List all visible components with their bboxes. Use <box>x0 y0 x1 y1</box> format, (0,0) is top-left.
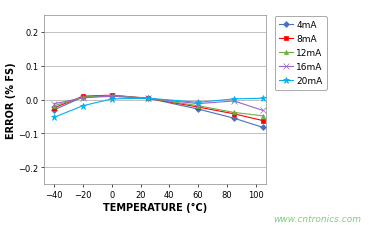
12mA <box>232 112 236 114</box>
Text: www.cntronics.com: www.cntronics.com <box>274 214 362 223</box>
Line: 4mA: 4mA <box>52 95 265 130</box>
4mA <box>196 108 200 111</box>
Line: 20mA: 20mA <box>51 95 266 121</box>
12mA <box>81 96 85 99</box>
20mA <box>196 101 200 104</box>
20mA <box>146 97 150 100</box>
16mA <box>261 110 265 112</box>
4mA <box>146 97 150 100</box>
Y-axis label: ERROR (% FS): ERROR (% FS) <box>6 62 16 138</box>
12mA <box>146 97 150 100</box>
12mA <box>52 105 56 108</box>
20mA <box>52 116 56 119</box>
20mA <box>110 98 114 101</box>
Legend: 4mA, 8mA, 12mA, 16mA, 20mA: 4mA, 8mA, 12mA, 16mA, 20mA <box>275 17 327 90</box>
4mA <box>261 126 265 129</box>
8mA <box>81 95 85 98</box>
16mA <box>232 100 236 103</box>
8mA <box>232 113 236 116</box>
Line: 8mA: 8mA <box>52 94 265 123</box>
4mA <box>81 96 85 99</box>
16mA <box>81 97 85 100</box>
8mA <box>52 107 56 110</box>
8mA <box>110 94 114 97</box>
16mA <box>196 103 200 106</box>
4mA <box>232 117 236 120</box>
X-axis label: TEMPERATURE (°C): TEMPERATURE (°C) <box>103 202 207 212</box>
20mA <box>261 97 265 100</box>
4mA <box>110 95 114 98</box>
12mA <box>196 105 200 108</box>
8mA <box>261 120 265 122</box>
16mA <box>146 97 150 100</box>
16mA <box>52 103 56 106</box>
20mA <box>232 98 236 101</box>
12mA <box>261 115 265 118</box>
8mA <box>196 106 200 109</box>
12mA <box>110 95 114 97</box>
8mA <box>146 97 150 100</box>
Line: 16mA: 16mA <box>52 94 266 114</box>
20mA <box>81 105 85 108</box>
16mA <box>110 95 114 98</box>
Line: 12mA: 12mA <box>52 94 265 118</box>
4mA <box>52 109 56 112</box>
